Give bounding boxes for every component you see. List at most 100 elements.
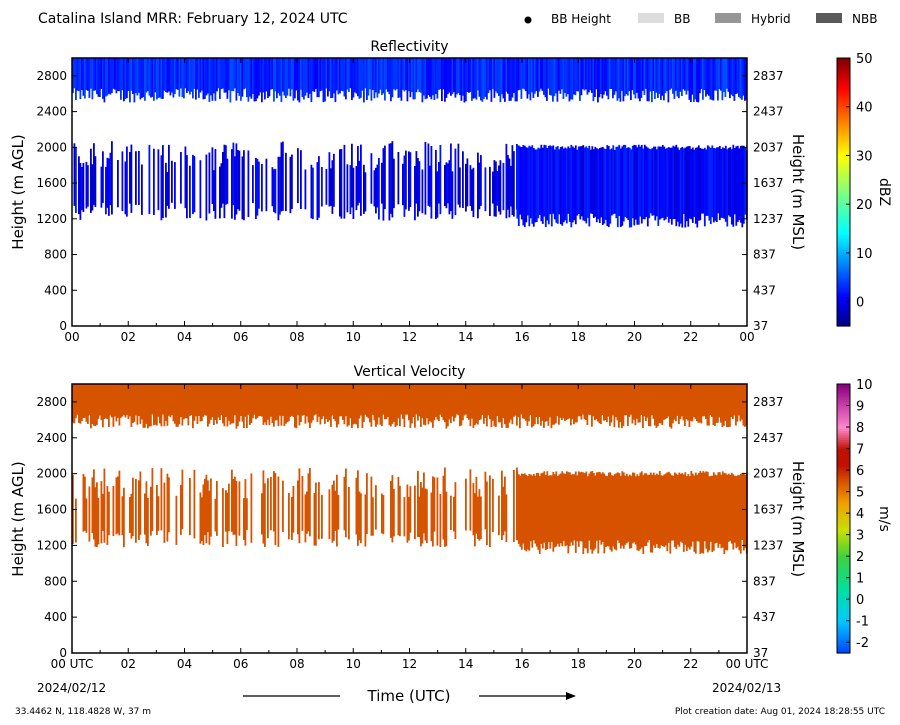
data-strip bbox=[324, 384, 326, 424]
data-strip bbox=[288, 384, 290, 422]
data-strip bbox=[385, 58, 388, 90]
data-strip bbox=[183, 384, 185, 420]
data-strip bbox=[465, 58, 467, 102]
colorbar-tick-label: 30 bbox=[856, 149, 873, 164]
colorbar-tick-label: 0 bbox=[856, 593, 864, 608]
data-strip bbox=[225, 58, 227, 93]
colorbar-segment bbox=[837, 404, 850, 408]
data-strip bbox=[396, 58, 398, 90]
data-strip bbox=[682, 58, 685, 90]
data-strip bbox=[390, 58, 392, 102]
data-strip bbox=[573, 384, 575, 425]
data-strip bbox=[127, 384, 130, 420]
data-strip bbox=[561, 146, 564, 226]
data-strip bbox=[697, 145, 700, 221]
data-strip bbox=[474, 384, 476, 426]
data-strip bbox=[691, 384, 694, 422]
data-strip bbox=[486, 384, 488, 427]
data-strip bbox=[478, 489, 481, 541]
data-strip bbox=[523, 145, 526, 228]
data-strip bbox=[678, 472, 681, 547]
data-strip bbox=[522, 58, 524, 89]
data-strip bbox=[78, 384, 80, 423]
data-strip bbox=[741, 472, 744, 540]
colorbar-segment bbox=[837, 637, 850, 641]
data-strip bbox=[508, 384, 511, 423]
data-strip bbox=[364, 384, 367, 415]
colorbar-segment bbox=[837, 192, 850, 195]
data-strip bbox=[613, 384, 616, 428]
data-strip bbox=[145, 481, 148, 544]
data-strip bbox=[727, 473, 730, 542]
data-strip bbox=[315, 58, 317, 89]
colorbar-segment bbox=[837, 538, 850, 542]
data-strip bbox=[715, 384, 718, 423]
data-strip bbox=[516, 145, 519, 219]
data-strip bbox=[732, 58, 734, 97]
x-tick-label: 06 bbox=[233, 330, 248, 344]
data-strip bbox=[714, 148, 717, 221]
data-strip bbox=[99, 58, 101, 97]
data-strip bbox=[306, 491, 308, 534]
data-strip bbox=[297, 384, 299, 416]
data-strip bbox=[75, 384, 77, 419]
colorbar-segment bbox=[837, 185, 850, 189]
data-strip bbox=[483, 384, 485, 424]
data-strip bbox=[118, 384, 121, 426]
data-strip bbox=[94, 156, 97, 207]
data-strip bbox=[547, 145, 550, 225]
data-strip bbox=[570, 384, 572, 426]
data-strip bbox=[468, 58, 470, 93]
data-strip bbox=[247, 150, 250, 218]
data-strip bbox=[556, 384, 559, 417]
data-strip bbox=[121, 384, 124, 417]
data-strip bbox=[303, 58, 305, 100]
data-strip bbox=[352, 167, 355, 219]
data-strip bbox=[598, 148, 601, 223]
data-strip bbox=[100, 384, 103, 421]
data-strip bbox=[457, 384, 460, 416]
data-strip bbox=[681, 384, 683, 417]
data-strip bbox=[712, 384, 715, 425]
data-strip bbox=[123, 487, 125, 548]
data-strip bbox=[663, 384, 665, 420]
data-strip bbox=[660, 475, 663, 546]
colorbar-tick-label: 5 bbox=[856, 486, 864, 501]
data-strip bbox=[720, 58, 722, 91]
colorbar-segment bbox=[837, 156, 850, 160]
data-strip bbox=[96, 482, 98, 547]
data-strip bbox=[235, 58, 238, 101]
colorbar-segment bbox=[837, 292, 850, 296]
data-strip bbox=[262, 470, 265, 544]
data-strip bbox=[222, 152, 224, 204]
legend-bb-swatch bbox=[638, 13, 664, 23]
y-tick-label: 2400 bbox=[36, 105, 67, 119]
data-strip bbox=[90, 384, 92, 429]
data-strip bbox=[219, 58, 221, 100]
data-strip bbox=[735, 58, 737, 94]
data-strip bbox=[304, 384, 307, 424]
data-strip bbox=[391, 141, 394, 218]
data-strip bbox=[597, 384, 599, 422]
colorbar-segment bbox=[837, 310, 850, 314]
data-strip bbox=[178, 58, 181, 97]
data-strip bbox=[475, 384, 478, 424]
colorbar-segment bbox=[837, 118, 850, 122]
data-strip bbox=[721, 384, 724, 428]
data-strip bbox=[577, 471, 580, 547]
data-strip bbox=[355, 477, 358, 535]
data-strip bbox=[694, 384, 697, 419]
data-strip bbox=[153, 384, 155, 426]
data-strip bbox=[580, 384, 583, 420]
data-strip bbox=[552, 384, 554, 425]
colorbar-segment bbox=[837, 594, 850, 598]
data-strip bbox=[244, 58, 247, 89]
data-strip bbox=[448, 58, 451, 93]
data-strip bbox=[130, 493, 133, 539]
data-strip bbox=[531, 384, 533, 428]
data-strip bbox=[568, 384, 571, 419]
data-strip bbox=[439, 384, 442, 415]
data-strip bbox=[328, 152, 331, 207]
data-strip bbox=[216, 58, 218, 92]
data-strip bbox=[532, 384, 535, 427]
